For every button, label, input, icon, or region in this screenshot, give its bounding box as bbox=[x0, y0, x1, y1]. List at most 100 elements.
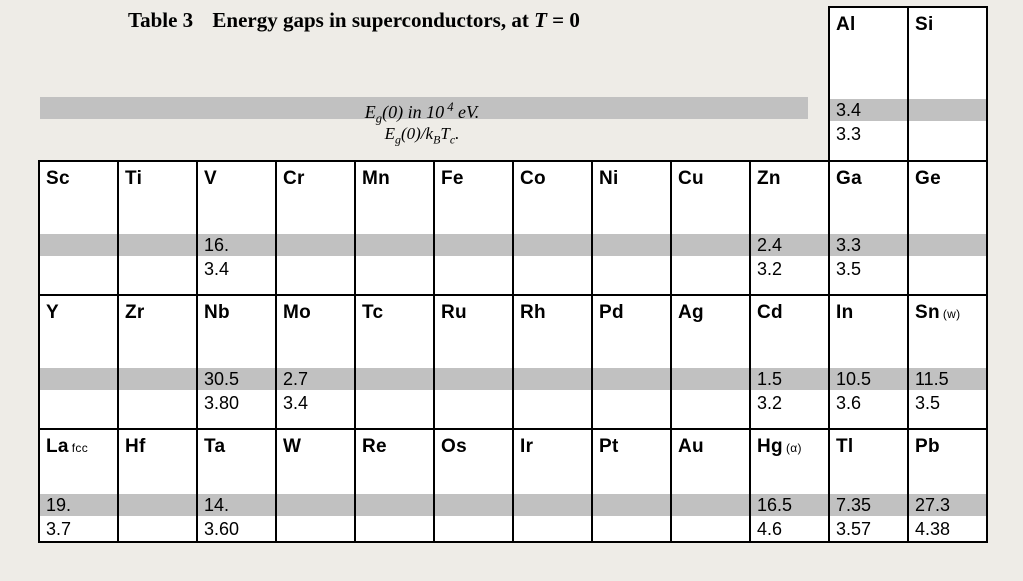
value-band bbox=[672, 494, 749, 516]
value-band bbox=[119, 494, 196, 516]
cell-Cd: Cd 1.53.2 bbox=[749, 294, 830, 430]
cell-Ga: Ga 3.33.5 bbox=[828, 160, 909, 296]
cell-Zn: Zn2.43.2 bbox=[749, 160, 830, 296]
value-band bbox=[277, 494, 354, 516]
element-symbol: Ta bbox=[204, 436, 225, 458]
value-band bbox=[514, 234, 591, 256]
value-eg: 1.5 bbox=[757, 368, 782, 390]
element-symbol: Nb bbox=[204, 302, 230, 324]
cell-Ag: Ag bbox=[670, 294, 751, 430]
element-symbol: Ge bbox=[915, 168, 941, 190]
cell-Hg: Hg(α) 16.54.6 bbox=[749, 428, 830, 543]
element-symbol: W bbox=[283, 436, 301, 458]
value-eg: 11.5 bbox=[915, 368, 949, 390]
element-symbol: Tc bbox=[362, 302, 383, 324]
element-symbol: Al bbox=[836, 14, 856, 36]
value-band bbox=[435, 234, 512, 256]
cell-Ti: Ti bbox=[117, 160, 198, 296]
value-band bbox=[119, 234, 196, 256]
cell-Pd: Pd bbox=[591, 294, 672, 430]
cell-Cu: Cu bbox=[670, 160, 751, 296]
value-band bbox=[593, 494, 670, 516]
value-band bbox=[40, 368, 117, 390]
element-symbol: Co bbox=[520, 168, 546, 190]
cell-Sn: Sn(w) 11.53.5 bbox=[907, 294, 988, 430]
cell-Sc: Sc bbox=[38, 160, 119, 296]
cell-W: W bbox=[275, 428, 356, 543]
element-symbol: Ir bbox=[520, 436, 533, 458]
value-ratio: 3.2 bbox=[757, 258, 782, 280]
value-eg: 27.3 bbox=[915, 494, 950, 516]
element-symbol: In bbox=[836, 302, 854, 324]
element-note: (w) bbox=[943, 307, 961, 321]
value-band bbox=[435, 368, 512, 390]
cell-Pb: Pb27.34.38 bbox=[907, 428, 988, 543]
element-symbol: Tl bbox=[836, 436, 854, 458]
value-ratio: 3.7 bbox=[46, 518, 71, 540]
value-band bbox=[356, 494, 433, 516]
value-band bbox=[514, 494, 591, 516]
cell-Re: Re bbox=[354, 428, 435, 543]
element-symbol: Cd bbox=[757, 302, 783, 324]
cell-Tc: Tc bbox=[354, 294, 435, 430]
value-ratio: 3.60 bbox=[204, 518, 239, 540]
value-band bbox=[514, 368, 591, 390]
value-ratio: 3.3 bbox=[836, 123, 861, 145]
element-symbol: Fe bbox=[441, 168, 464, 190]
value-eg: 3.3 bbox=[836, 234, 861, 256]
value-ratio: 4.38 bbox=[915, 518, 950, 540]
element-symbol: Mo bbox=[283, 302, 311, 324]
cell-Si: Si bbox=[907, 6, 988, 162]
value-eg: 16.5 bbox=[757, 494, 792, 516]
cell-Au: Au bbox=[670, 428, 751, 543]
element-symbol: Sn(w) bbox=[915, 302, 960, 324]
cell-Ge: Ge bbox=[907, 160, 988, 296]
cell-Zr: Zr bbox=[117, 294, 198, 430]
element-symbol: V bbox=[204, 168, 217, 190]
cell-Fe: Fe bbox=[433, 160, 514, 296]
element-symbol: Lafcc bbox=[46, 436, 88, 458]
value-band bbox=[40, 234, 117, 256]
cell-Y: Y bbox=[38, 294, 119, 430]
value-ratio: 3.4 bbox=[204, 258, 229, 280]
element-symbol: Re bbox=[362, 436, 387, 458]
value-ratio: 3.80 bbox=[204, 392, 239, 414]
element-symbol: Zr bbox=[125, 302, 145, 324]
cell-Ni: Ni bbox=[591, 160, 672, 296]
value-eg: 3.4 bbox=[836, 99, 861, 121]
element-symbol: Ag bbox=[678, 302, 704, 324]
value-band bbox=[356, 234, 433, 256]
value-eg: 14. bbox=[204, 494, 229, 516]
value-ratio: 3.6 bbox=[836, 392, 861, 414]
value-ratio: 4.6 bbox=[757, 518, 782, 540]
value-band bbox=[356, 368, 433, 390]
cell-Tl: Tl 7.353.57 bbox=[828, 428, 909, 543]
element-symbol: Y bbox=[46, 302, 59, 324]
cell-La: Lafcc19.3.7 bbox=[38, 428, 119, 543]
value-ratio: 3.5 bbox=[836, 258, 861, 280]
element-symbol: Mn bbox=[362, 168, 390, 190]
cell-Os: Os bbox=[433, 428, 514, 543]
value-ratio: 3.2 bbox=[757, 392, 782, 414]
element-symbol: Ni bbox=[599, 168, 619, 190]
periodic-table: Eg(0) in 10 4 eV. Eg(0)/kBTc. Al3.43.3Si… bbox=[38, 0, 986, 541]
cell-Al: Al 3.43.3 bbox=[828, 6, 909, 162]
element-symbol: Hg(α) bbox=[757, 436, 802, 458]
value-ratio: 3.57 bbox=[836, 518, 871, 540]
cell-Co: Co bbox=[512, 160, 593, 296]
cell-Hf: Hf bbox=[117, 428, 198, 543]
value-band bbox=[119, 368, 196, 390]
value-eg: 10.5 bbox=[836, 368, 871, 390]
value-eg: 7.35 bbox=[836, 494, 871, 516]
value-ratio: 3.5 bbox=[915, 392, 940, 414]
element-symbol: Cu bbox=[678, 168, 704, 190]
element-symbol: Ga bbox=[836, 168, 862, 190]
cell-Cr: Cr bbox=[275, 160, 356, 296]
cell-Pt: Pt bbox=[591, 428, 672, 543]
value-band bbox=[909, 234, 986, 256]
element-symbol: Pd bbox=[599, 302, 624, 324]
caption-block: Eg(0) in 10 4 eV. Eg(0)/kBTc. bbox=[38, 100, 806, 160]
value-eg: 30.5 bbox=[204, 368, 239, 390]
value-band bbox=[672, 368, 749, 390]
element-symbol: Hf bbox=[125, 436, 146, 458]
